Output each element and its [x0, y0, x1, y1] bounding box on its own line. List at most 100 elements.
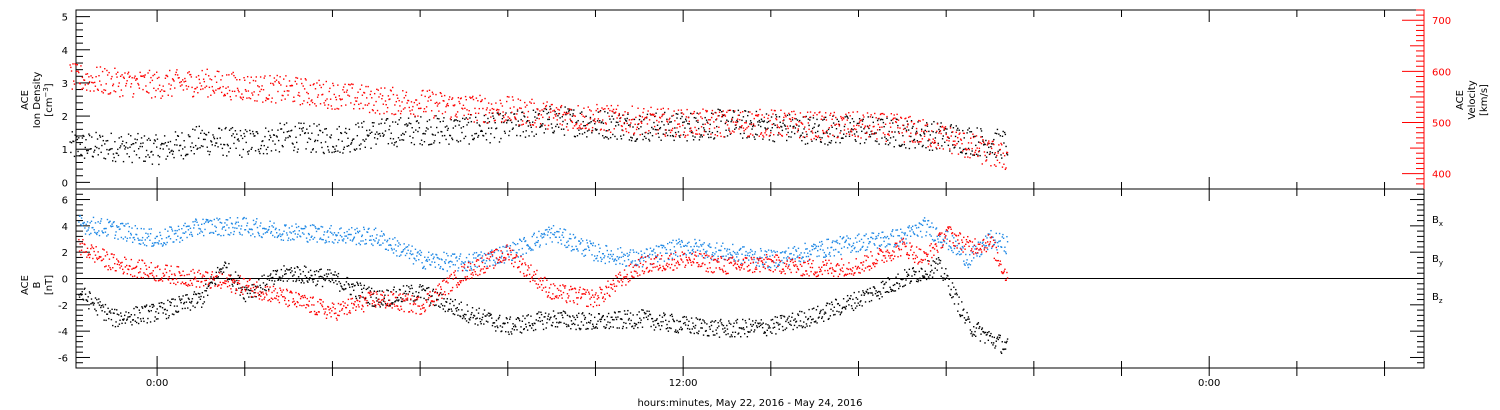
by-point: [270, 232, 272, 234]
density-point: [927, 140, 929, 142]
velocity-point: [690, 129, 693, 132]
density-point: [968, 127, 970, 129]
bx-point: [952, 296, 954, 298]
density-point: [651, 134, 654, 137]
density-point: [145, 149, 148, 152]
velocity-point: [379, 93, 382, 95]
by-point: [365, 242, 368, 245]
density-point: [934, 137, 937, 139]
bx-point: [248, 289, 251, 292]
bx-point: [394, 301, 396, 303]
density-point: [560, 128, 563, 130]
density-point: [452, 127, 455, 129]
bx-point: [552, 321, 554, 324]
density-point: [160, 144, 162, 146]
velocity-point: [109, 93, 111, 95]
by-point: [101, 230, 103, 232]
density-point: [763, 120, 766, 122]
density-point: [812, 117, 815, 119]
density-point: [124, 146, 127, 148]
density-point: [975, 153, 978, 156]
bx-point: [175, 310, 177, 312]
velocity-point: [917, 141, 919, 143]
density-point: [96, 138, 99, 140]
by-point: [491, 249, 493, 251]
density-point: [954, 146, 956, 148]
bx-point: [163, 302, 165, 305]
bx-point: [818, 316, 820, 318]
velocity-point: [207, 75, 210, 77]
by-point: [138, 242, 140, 245]
bx-point: [916, 278, 919, 280]
bx-point: [942, 279, 944, 281]
density-point: [799, 135, 802, 137]
density-point: [169, 140, 172, 143]
by-point: [511, 259, 514, 261]
bx-point: [732, 325, 735, 328]
bx-point: [1000, 351, 1002, 353]
density-point: [371, 131, 373, 133]
bx-point: [686, 318, 688, 321]
bx-point: [151, 303, 153, 306]
bx-point: [967, 316, 970, 318]
bx-point: [274, 280, 276, 282]
velocity-point: [515, 118, 517, 121]
density-point: [793, 132, 796, 135]
density-point: [573, 135, 576, 138]
velocity-point: [315, 105, 317, 107]
by-point: [419, 249, 421, 252]
by-point: [518, 238, 521, 241]
velocity-point: [910, 120, 913, 123]
density-point: [850, 128, 853, 130]
velocity-point: [926, 130, 928, 133]
bx-point: [639, 321, 642, 324]
bx-point: [933, 272, 935, 274]
velocity-point: [96, 88, 99, 90]
velocity-point: [267, 98, 269, 100]
density-point: [473, 137, 475, 140]
density-point: [750, 122, 753, 124]
density-point: [131, 161, 133, 164]
density-point: [91, 155, 94, 158]
velocity-point: [994, 151, 996, 154]
bx-point: [119, 319, 121, 321]
velocity-point: [843, 129, 846, 131]
velocity-point: [145, 90, 148, 93]
by-point: [535, 241, 537, 244]
by-point: [222, 226, 224, 228]
bx-point: [878, 298, 881, 300]
velocity-point: [792, 127, 794, 129]
bx-point: [123, 314, 126, 317]
bx-point: [161, 302, 163, 304]
by-point: [562, 231, 564, 234]
bx-point: [566, 314, 569, 317]
density-point: [230, 127, 232, 130]
bx-point: [755, 325, 758, 327]
by-point: [425, 259, 427, 262]
bx-point: [612, 326, 614, 328]
density-point: [793, 125, 795, 128]
bx-point: [954, 293, 956, 295]
velocity-point: [256, 100, 258, 102]
by-point: [193, 227, 195, 229]
velocity-point: [711, 109, 714, 112]
velocity-point: [168, 83, 170, 85]
density-point: [113, 156, 115, 159]
density-point: [792, 125, 794, 128]
velocity-point: [535, 126, 537, 128]
density-point: [756, 134, 758, 136]
density-point: [720, 120, 722, 122]
density-point: [665, 132, 667, 134]
density-point: [493, 136, 496, 139]
by-point: [378, 239, 380, 241]
velocity-point: [307, 92, 309, 95]
density-point: [97, 154, 99, 156]
density-point: [719, 109, 722, 111]
bx-point: [478, 307, 480, 310]
density-point: [235, 147, 237, 150]
by-point: [242, 218, 244, 220]
velocity-point: [646, 123, 649, 125]
bx-point: [558, 321, 561, 323]
density-point: [814, 131, 817, 134]
